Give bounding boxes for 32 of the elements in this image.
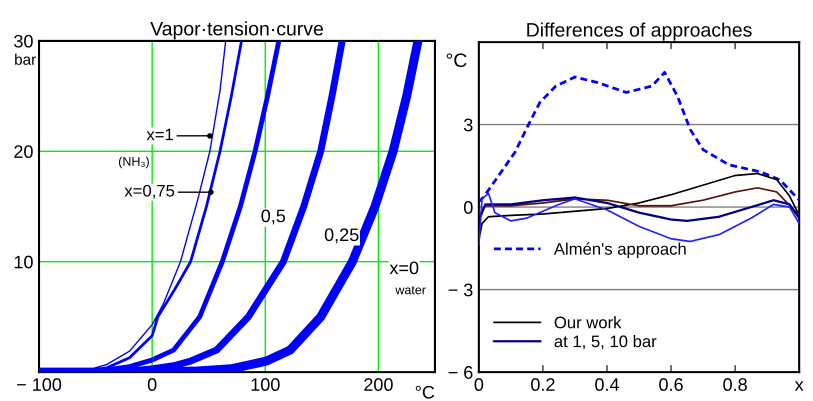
y-tick-label: − 3 [448, 284, 473, 296]
x-tick-label: 0.6 [659, 378, 683, 391]
x-tick-label: 0 [474, 378, 484, 391]
y-tick-label: 0 [464, 201, 473, 214]
annotation: x=0 [390, 262, 418, 274]
y-tick-label: − 6 [448, 366, 473, 379]
x-tick-label: 0.4 [595, 378, 620, 391]
y-tick-label: 30 [14, 34, 33, 48]
annotation: water [395, 286, 426, 294]
x-tick-label: 100 [252, 378, 280, 391]
x-tick-label: − 100 [17, 378, 62, 391]
legend-label: Our work [554, 316, 622, 328]
annotation: x=0,75 [124, 184, 174, 199]
y-tick-label: 20 [14, 145, 33, 158]
annotation: 0,5 [261, 210, 286, 224]
annotation: (NH₃) [118, 156, 149, 168]
annotation: 0,25 [324, 228, 358, 244]
annotation: x=1 [146, 128, 173, 140]
y-axis-title: bar [15, 54, 36, 65]
chart-title: Vapor·tension·curve [150, 21, 323, 40]
y-axis-title: °C [446, 53, 467, 68]
y-tick-label: 3 [464, 118, 473, 132]
x-tick-label: x [794, 381, 804, 391]
x-tick-label: 0.2 [531, 378, 555, 391]
x-tick-label: 0.8 [723, 378, 747, 391]
legend-label: Almén's approach [554, 242, 686, 258]
chart-title: Differences of approaches [527, 22, 752, 41]
x-tick-label: 200 [364, 378, 393, 391]
x-axis-title: °C [416, 386, 434, 399]
y-tick-label: 10 [14, 256, 33, 268]
x-tick-label: 0 [148, 378, 156, 391]
legend-label: at 1, 5, 10 bar [554, 334, 656, 350]
